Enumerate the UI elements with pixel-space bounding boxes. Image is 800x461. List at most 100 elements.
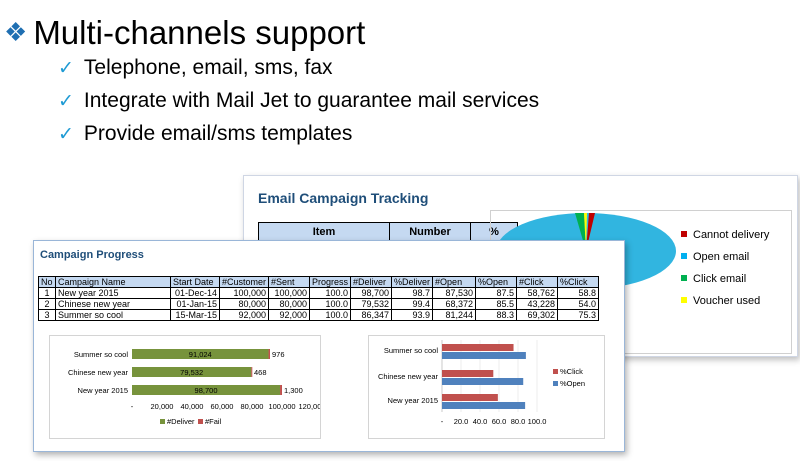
check-icon: ✓: [58, 91, 74, 112]
progress-cell: 92,000: [268, 309, 311, 321]
tracking-header: Item: [258, 222, 390, 241]
x-tick-label: 20.0: [454, 417, 469, 426]
legend-label: Cannot delivery: [693, 229, 770, 241]
category-label: New year 2015: [78, 386, 128, 395]
fail-bar: [280, 385, 282, 395]
feature-item: ✓ Integrate with Mail Jet to guarantee ma…: [58, 85, 539, 118]
check-icon: ✓: [58, 124, 74, 145]
pie-legend-item: Open email: [681, 251, 749, 263]
progress-cell: New year 2015: [55, 287, 171, 299]
progress-cell: 98,700: [350, 287, 393, 299]
legend-label: %Open: [560, 379, 585, 388]
progress-cell: 85.5: [475, 298, 518, 310]
progress-cell: 58,762: [516, 287, 559, 299]
fail-data-label: 976: [272, 350, 285, 359]
legend-swatch: [160, 419, 165, 424]
progress-cell: 100.0: [309, 298, 352, 310]
x-tick-label: 80.0: [511, 417, 526, 426]
x-tick-label: 40.0: [473, 417, 488, 426]
progress-cell: 2: [38, 298, 56, 310]
deliver-data-label: 79,532: [180, 368, 203, 377]
progress-cell: 93.9: [391, 309, 434, 321]
legend-swatch: [681, 297, 687, 303]
progress-header-cell: %Deliver: [391, 276, 434, 288]
progress-cell: 80,000: [268, 298, 311, 310]
slide-title: Multi-channels support: [33, 14, 366, 51]
legend-label: #Fail: [205, 417, 222, 426]
progress-cell: 58.8: [557, 287, 600, 299]
progress-cell: 92,000: [218, 309, 270, 321]
legend-swatch: [198, 419, 203, 424]
legend-swatch: [681, 275, 687, 281]
progress-header-cell: Start Date: [170, 276, 220, 288]
open-bar: [442, 402, 526, 409]
legend-swatch: [681, 231, 687, 237]
table-row: 3 Summer so cool 15-Mar-15 92,000 92,000 100.…: [38, 309, 600, 321]
open-bar: [442, 352, 526, 359]
open-click-chart-frame: Summer so cool Chinese new year New year 2…: [368, 335, 605, 439]
fail-bar: [268, 349, 270, 359]
x-tick-label: 60,000: [211, 402, 234, 411]
progress-cell: 68,372: [432, 298, 477, 310]
progress-cell: 98.7: [391, 287, 434, 299]
progress-header-cell: #Customer: [218, 276, 270, 288]
progress-cell: 81,244: [432, 309, 477, 321]
fail-data-label: 468: [254, 368, 267, 377]
click-bar: [442, 344, 514, 351]
x-tick-label: 60.0: [492, 417, 507, 426]
progress-cell: Chinese new year: [55, 298, 171, 310]
email-tracking-title: Email Campaign Tracking: [258, 190, 429, 206]
progress-cell: 87.5: [475, 287, 518, 299]
progress-header-cell: #Open: [432, 276, 477, 288]
pie-legend-item: Click email: [681, 273, 746, 285]
check-icon: ✓: [58, 58, 74, 79]
open-click-chart: Summer so cool Chinese new year New year 2…: [378, 340, 585, 426]
progress-header-cell: #Sent: [268, 276, 311, 288]
pie-legend-item: Cannot delivery: [681, 229, 769, 241]
progress-header-cell: %Click: [557, 276, 600, 288]
deliver-fail-chart: Summer so cool 91,024 976 Chinese new year 7…: [68, 349, 326, 426]
deliver-data-label: 98,700: [195, 386, 218, 395]
x-tick-label: 120,000: [298, 402, 320, 411]
progress-cell: Summer so cool: [55, 309, 171, 321]
progress-cell: 100.0: [309, 287, 352, 299]
progress-header-cell: No: [38, 276, 56, 288]
legend-swatch: [553, 381, 558, 386]
progress-cell: 1: [38, 287, 56, 299]
progress-cell: 79,532: [350, 298, 393, 310]
progress-cell: 75.3: [557, 309, 600, 321]
fail-data-label: 1,300: [284, 386, 303, 395]
progress-cell: 80,000: [218, 298, 270, 310]
campaign-progress-table: No Campaign Name Start Date #Customer #Sent P…: [38, 276, 600, 321]
progress-cell: 69,302: [516, 309, 559, 321]
legend-label: #Deliver: [167, 417, 195, 426]
legend-swatch: [681, 253, 687, 259]
progress-header-cell: Progress: [309, 276, 352, 288]
progress-header-cell: #Click: [516, 276, 559, 288]
progress-cell: 54.0: [557, 298, 600, 310]
table-row: 1 New year 2015 01-Dec-14 100,000 100,000 100…: [38, 287, 600, 299]
progress-cell: 100.0: [309, 309, 352, 321]
x-tick-label: 100,000: [268, 402, 295, 411]
progress-cell: 01-Dec-14: [170, 287, 220, 299]
slide-title-row: ❖ Multi-channels support: [4, 12, 365, 53]
table-row: 2 Chinese new year 01-Jan-15 80,000 80,000 10…: [38, 298, 600, 310]
feature-text: Telephone, email, sms, fax: [83, 56, 333, 79]
category-label: New year 2015: [388, 396, 438, 405]
deliver-bar: [132, 349, 269, 359]
legend-label: Voucher used: [693, 295, 761, 307]
campaign-progress-panel: Campaign Progress No Campaign Name Start D…: [33, 240, 625, 452]
progress-cell: 100,000: [268, 287, 311, 299]
x-tick-label: 100.0: [528, 417, 547, 426]
progress-cell: 87,530: [432, 287, 477, 299]
tracking-table: Item Number %: [258, 222, 518, 241]
diamond-bullet-icon: ❖: [4, 17, 28, 47]
fail-bar: [251, 367, 253, 377]
legend-label: %Click: [560, 367, 583, 376]
open-bar: [442, 378, 524, 385]
feature-item: ✓ Provide email/sms templates: [58, 118, 539, 151]
progress-cell: 100,000: [218, 287, 270, 299]
tracking-header: Number: [389, 222, 471, 241]
deliver-chart-frame: Summer so cool 91,024 976 Chinese new year 7…: [49, 335, 326, 439]
progress-cell: 15-Mar-15: [170, 309, 220, 321]
